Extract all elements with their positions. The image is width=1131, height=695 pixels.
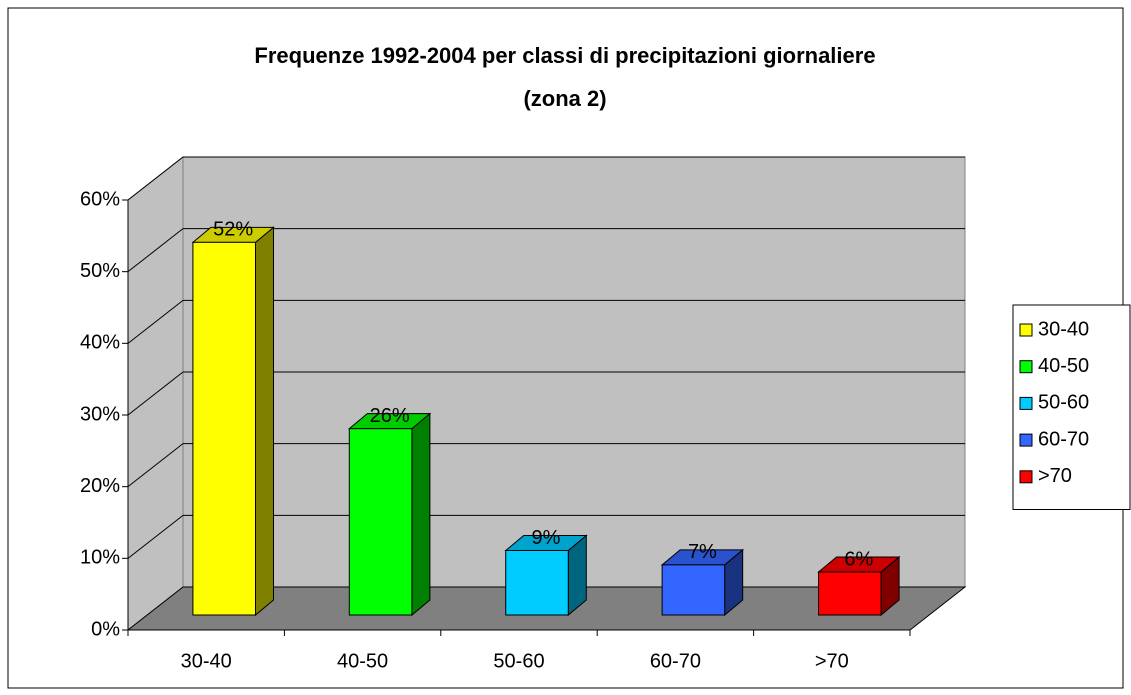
y-tick-label: 20% <box>80 475 120 497</box>
legend-label: 60-70 <box>1038 428 1089 450</box>
bar <box>348 428 413 616</box>
legend-swatch <box>1019 470 1033 484</box>
x-tick-label: 30-40 <box>181 650 232 672</box>
y-tick-label: 60% <box>80 188 120 210</box>
y-tick-label: 10% <box>80 547 120 569</box>
value-label: 6% <box>844 548 873 570</box>
value-label: 7% <box>688 541 717 563</box>
x-tick-label: 50-60 <box>493 650 544 672</box>
bar <box>661 564 726 616</box>
legend-swatch <box>1019 433 1033 447</box>
legend-label: >70 <box>1038 465 1072 487</box>
grid-line <box>127 228 184 273</box>
bar <box>192 241 256 616</box>
y-tick-label: 40% <box>80 332 120 354</box>
grid-line <box>127 443 184 488</box>
value-label: 52% <box>213 219 253 241</box>
y-tick-label: 30% <box>80 403 120 425</box>
legend-swatch <box>1019 323 1033 337</box>
legend-swatch <box>1019 396 1033 410</box>
x-tick-label: 60-70 <box>650 650 701 672</box>
bar-side <box>411 412 431 617</box>
legend-label: 50-60 <box>1038 392 1089 414</box>
x-tick-label: >70 <box>815 650 849 672</box>
bar <box>818 571 882 616</box>
bar-side <box>254 226 274 617</box>
y-tick-label: 0% <box>91 618 120 640</box>
legend-label: 40-50 <box>1038 355 1089 377</box>
chart-title: Frequenze 1992-2004 per classi di precip… <box>254 43 875 68</box>
value-label: 9% <box>532 527 561 549</box>
legend-swatch <box>1019 360 1033 374</box>
grid-line <box>127 156 184 201</box>
grid-line <box>127 299 184 344</box>
y-tick-label: 50% <box>80 260 120 282</box>
x-tick-label: 40-50 <box>337 650 388 672</box>
grid-line <box>127 514 184 559</box>
legend-label: 30-40 <box>1038 318 1089 340</box>
chart-subtitle: (zona 2) <box>523 86 606 111</box>
value-label: 26% <box>370 405 410 427</box>
bar <box>505 550 569 616</box>
grid-line <box>127 371 184 416</box>
